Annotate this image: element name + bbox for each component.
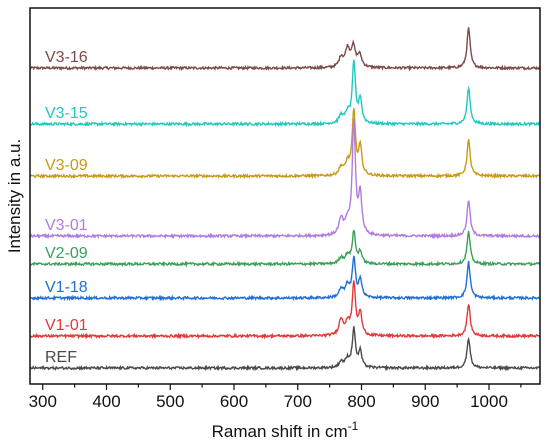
series-label-v3-16: V3-16: [45, 49, 88, 66]
series-label-ref: REF: [45, 349, 77, 366]
x-axis-label-superscript: -1: [348, 419, 359, 433]
series-label-v2-09: V2-09: [45, 245, 88, 262]
series-label-v1-18: V1-18: [45, 279, 88, 296]
series-line-v3-15: [29, 59, 541, 128]
series-line-v3-16: [29, 27, 541, 72]
x-axis-label: Raman shift in cm-1: [212, 419, 359, 441]
plot-frame: [29, 7, 541, 385]
series-line-v1-18: [29, 255, 541, 302]
series-label-v3-09: V3-09: [45, 157, 88, 174]
series-line-v1-01: [29, 280, 541, 340]
x-tick-label: 300: [29, 392, 57, 411]
series-line-v2-09: [29, 229, 541, 268]
x-tick-label: 400: [92, 392, 120, 411]
series-line-v3-09: [29, 108, 541, 180]
series-layer: V3-16 V3-15 V3-09 V3-01 V2-09 V1-18 V1-01 REF: [29, 27, 541, 372]
x-axis-label-text: Raman shift in cm: [212, 422, 348, 441]
x-tick-label: 1000: [470, 392, 508, 411]
series-label-v3-01: V3-01: [45, 217, 88, 234]
x-tick-label: 900: [411, 392, 439, 411]
x-tick-label: 600: [220, 392, 248, 411]
x-tick-label: 500: [156, 392, 184, 411]
x-tick-label: 800: [347, 392, 375, 411]
ticks-layer: 300 400 500 600 700 800 900 1000: [29, 384, 522, 411]
series-label-v1-01: V1-01: [45, 317, 88, 334]
series-line-v3-01: [29, 117, 541, 240]
x-tick-label: 700: [284, 392, 312, 411]
series-line-ref: [29, 326, 541, 372]
y-axis-label: Intensity in a.u.: [5, 139, 24, 253]
series-label-v3-15: V3-15: [45, 105, 88, 122]
